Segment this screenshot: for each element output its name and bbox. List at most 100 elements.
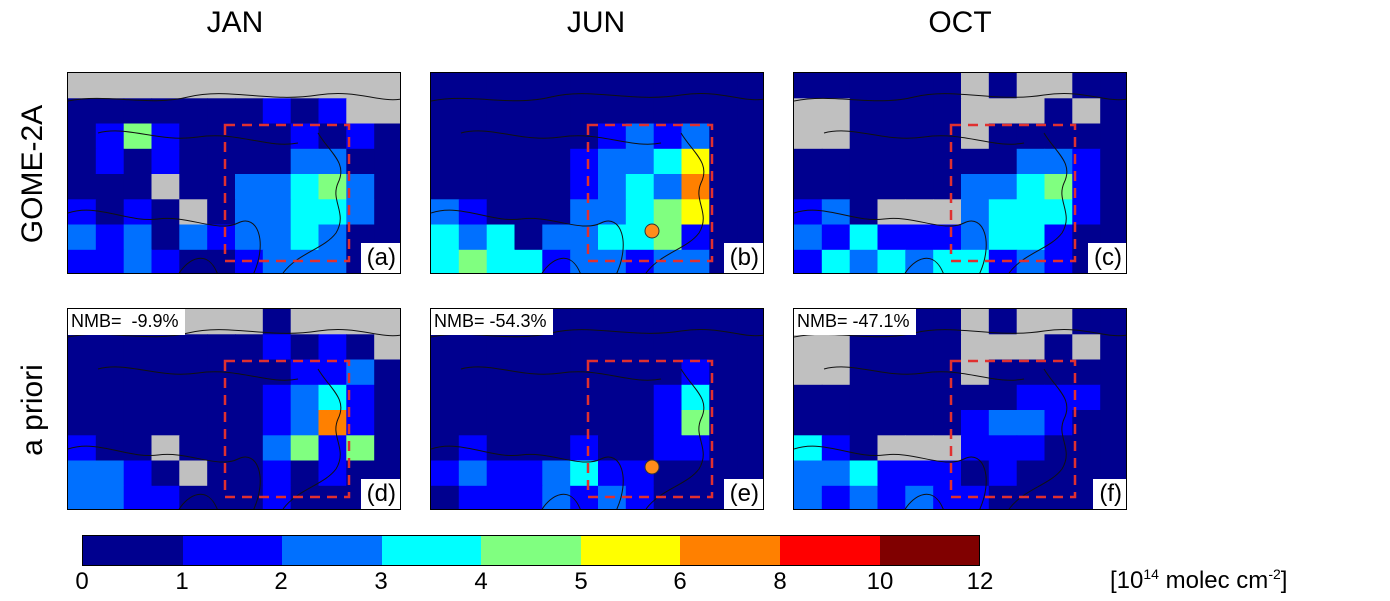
grid-cell <box>542 249 571 273</box>
grid-cell <box>486 384 516 411</box>
map-grid <box>431 309 763 509</box>
grid-cell <box>290 224 320 251</box>
grid-cell <box>262 410 292 436</box>
grid-cell <box>179 98 208 125</box>
grid-cell <box>570 199 599 226</box>
grid-cell <box>1016 73 1046 99</box>
grid-cell <box>794 334 823 361</box>
grid-cell <box>262 384 292 411</box>
grid-cell <box>95 199 125 226</box>
grid-cell <box>570 384 599 411</box>
grid-cell <box>625 123 655 150</box>
grid-cell <box>68 249 97 273</box>
grid-cell <box>1016 460 1046 487</box>
grid-cell <box>653 98 683 125</box>
grid-cell <box>933 334 962 361</box>
grid-cell <box>877 334 906 361</box>
grid-cell <box>123 174 153 200</box>
colorbar-tick: 10 <box>866 568 894 595</box>
grid-cell <box>290 435 320 462</box>
grid-cell <box>1100 123 1126 150</box>
grid-cell <box>821 224 851 251</box>
grid-cell <box>570 309 599 335</box>
grid-cell <box>1016 98 1046 125</box>
grid-cell <box>123 384 153 411</box>
grid-cell <box>123 199 153 226</box>
grid-cell <box>737 73 763 99</box>
grid-cell <box>262 199 292 226</box>
grid-cell <box>431 249 460 273</box>
grid-cell <box>235 174 264 200</box>
grid-cell <box>681 410 710 436</box>
coastline <box>97 130 299 145</box>
grid-cell <box>542 73 571 99</box>
grid-cell <box>431 98 460 125</box>
grid-cell <box>95 123 125 150</box>
grid-cell <box>794 224 823 251</box>
grid-cell <box>961 410 990 436</box>
grid-cell <box>1016 174 1046 200</box>
panel-label: (b) <box>723 243 763 273</box>
grid-cell <box>123 249 153 273</box>
grid-cell <box>1016 249 1046 273</box>
grid-cell <box>821 73 851 99</box>
grid-cell <box>877 460 906 487</box>
grid-cell <box>821 148 851 175</box>
grid-cell <box>262 435 292 462</box>
grid-cell <box>821 174 851 200</box>
coastline <box>645 368 705 509</box>
grid-cell <box>905 435 934 462</box>
grid-cell <box>709 359 738 386</box>
grid-cell <box>486 174 516 200</box>
grid-cell <box>1072 334 1101 361</box>
grid-cell <box>374 174 400 200</box>
grid-cell <box>262 359 292 386</box>
grid-cell <box>1100 435 1126 462</box>
grid-cell <box>318 359 347 386</box>
grid-cell <box>933 410 962 436</box>
grid-cell <box>709 174 738 200</box>
row-title-a-priori: a priori <box>16 364 49 456</box>
grid-cell <box>318 98 347 125</box>
grid-cell <box>1016 435 1046 462</box>
map-panel-b: (b) <box>430 72 764 274</box>
grid-cell <box>1072 410 1101 436</box>
grid-cell <box>68 98 97 125</box>
grid-cell <box>988 199 1018 226</box>
coastline <box>431 92 763 102</box>
grid-cell <box>598 410 627 436</box>
grid-cell <box>1044 359 1073 386</box>
grid-cell <box>179 73 208 99</box>
grid-cell <box>681 359 710 386</box>
grid-cell <box>598 435 627 462</box>
grid-cell <box>68 359 97 386</box>
grid-cell <box>431 174 460 200</box>
grid-cell <box>207 460 236 487</box>
colorbar-segment <box>580 536 681 565</box>
grid-cell <box>262 224 292 251</box>
grid-cell <box>905 98 934 125</box>
grid-cell <box>374 435 400 462</box>
row-title-gome2a: GOME-2A <box>16 104 49 244</box>
grid-cell <box>598 98 627 125</box>
grid-cell <box>821 98 851 125</box>
grid-cell <box>849 199 879 226</box>
grid-cell <box>68 224 97 251</box>
site-marker <box>644 223 660 239</box>
grid-cell <box>570 435 599 462</box>
grid-cell <box>514 334 543 361</box>
grid-cell <box>431 224 460 251</box>
grid-cell <box>625 435 655 462</box>
map-grid <box>68 73 400 273</box>
grid-cell <box>877 174 906 200</box>
grid-cell <box>123 485 153 509</box>
grid-cell <box>374 148 400 175</box>
grid-cell <box>95 73 125 99</box>
grid-cell <box>794 148 823 175</box>
grid-cell <box>625 384 655 411</box>
coastline <box>794 445 987 509</box>
grid-cell <box>1100 359 1126 386</box>
grid-cell <box>849 174 879 200</box>
grid-cell <box>374 309 400 335</box>
grid-cell <box>1016 334 1046 361</box>
